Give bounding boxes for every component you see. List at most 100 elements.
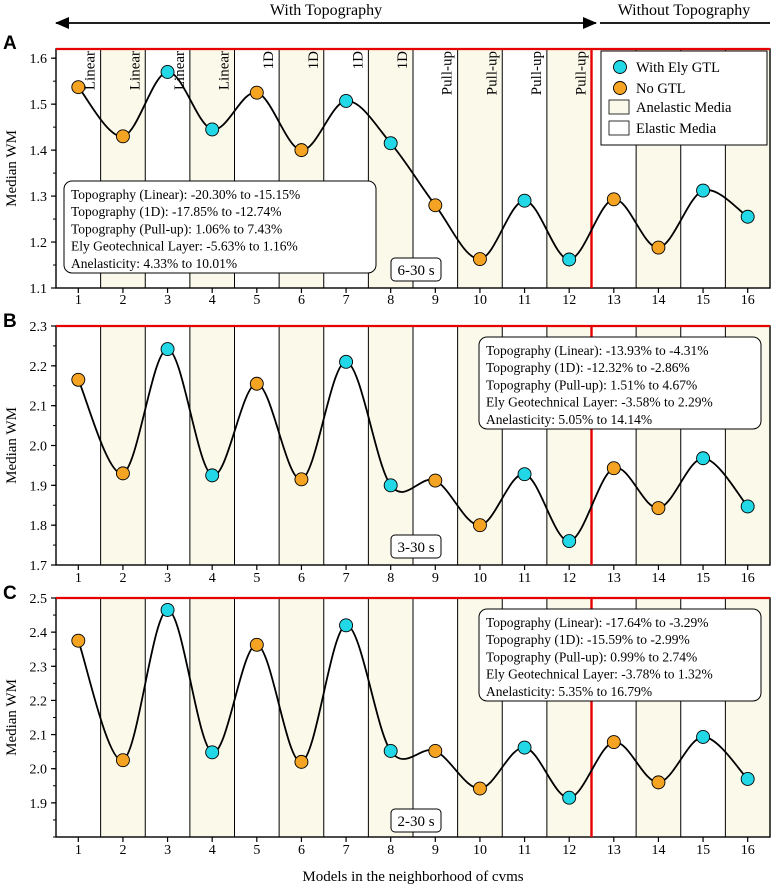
x-tick-label: 3 [164, 293, 171, 308]
header-without-topography: Without Topography [618, 2, 751, 19]
point-with-gtl [383, 478, 398, 493]
header: With Topography Without Topography [55, 2, 770, 29]
panel-letter: C [3, 583, 17, 604]
data-points [71, 603, 755, 805]
x-tick-label: 3 [164, 843, 171, 858]
point-with-gtl [696, 183, 711, 198]
legend-anelastic-label: Anelastic Media [636, 100, 732, 116]
x-tick-label: 11 [518, 571, 531, 586]
stats-line: Topography (Linear): -20.30% to -15.15% [71, 187, 300, 202]
y-axis-title: Median WM [4, 679, 20, 756]
point-with-gtl [562, 252, 577, 267]
x-tick-label: 10 [473, 843, 487, 858]
panel-letter: A [3, 33, 17, 54]
legend-elastic-label: Elastic Media [636, 121, 717, 137]
x-tick-label: 5 [253, 571, 260, 586]
y-tick-label: 2.1 [30, 400, 48, 415]
elastic-stripe [413, 326, 458, 565]
point-no-gtl [428, 198, 443, 213]
y-tick-label: 1.4 [30, 144, 48, 159]
x-tick-label: 12 [562, 843, 576, 858]
point-no-gtl [249, 85, 264, 100]
point-no-gtl [115, 753, 130, 768]
y-tick-label: 2.0 [30, 440, 48, 455]
y-tick-label: 1.7 [30, 559, 48, 574]
median-wm-curve [77, 71, 749, 261]
x-tick-label: 6 [298, 293, 305, 308]
y-tick-label: 2.0 [30, 763, 48, 778]
point-with-gtl [696, 451, 711, 466]
x-tick-label: 8 [387, 843, 394, 858]
stats-line: Topography (Pull-up): 0.99% to 2.74% [486, 649, 697, 664]
period-frame [390, 534, 442, 559]
stats-box: Topography (Linear): -20.30% to -15.15% T… [63, 180, 377, 274]
point-no-gtl [428, 744, 443, 758]
x-tick-label: 1 [75, 843, 82, 858]
x-tick-label: 6 [298, 571, 305, 586]
x-tick-label: 8 [387, 571, 394, 586]
point-with-gtl [740, 499, 755, 514]
y-tick-label: 1.5 [30, 98, 48, 113]
elastic-stripe [234, 598, 280, 837]
data-points [71, 342, 755, 549]
x-tick-label: 9 [432, 293, 439, 308]
elastic-stripe [323, 598, 369, 837]
x-tick-label: 5 [253, 293, 260, 308]
point-with-gtl [383, 136, 398, 151]
point-with-gtl [383, 744, 398, 758]
point-no-gtl [294, 472, 309, 487]
y-tick-label: 1.8 [30, 519, 48, 534]
stats-line: Topography (Linear): -17.64% to -3.29% [486, 615, 709, 630]
stats-line: Topography (Linear): -13.93% to -4.31% [486, 343, 709, 358]
y-tick-label: 1.9 [30, 479, 48, 494]
x-tick-label: 4 [209, 293, 216, 308]
panel-letter: B [3, 311, 17, 332]
elastic-stripe [56, 326, 101, 565]
point-with-gtl [339, 93, 354, 108]
period-label: 3-30 s [397, 540, 434, 556]
x-tick-label: 2 [119, 843, 126, 858]
point-with-gtl [160, 342, 175, 357]
legend-no-gtl-marker [613, 81, 627, 95]
legend: With Ely GTL No GTL Anelastic Media Elastic… [600, 50, 768, 146]
column-label: Pull-up [529, 51, 545, 95]
point-with-gtl [740, 772, 755, 786]
elastic-stripe [413, 598, 458, 837]
x-tick-label: 9 [432, 571, 439, 586]
column-labels: Linear Linear Linear Linear 1D 1D 1D 1D Pull-up P… [83, 51, 590, 95]
point-with-gtl [339, 354, 354, 369]
point-with-gtl [517, 467, 532, 482]
stats-box-frame [478, 608, 762, 702]
x-tick-label: 15 [696, 843, 710, 858]
y-tick-label: 2.2 [30, 694, 48, 709]
y-axis: 1.9 2.0 2.1 2.2 2.3 2.4 2.5 Median WM [4, 592, 56, 838]
x-tick-label: 7 [343, 571, 350, 586]
column-label: 1D [350, 51, 366, 70]
x-tick-label: 13 [607, 293, 621, 308]
point-with-gtl [740, 209, 755, 224]
legend-anelastic-swatch [608, 99, 630, 115]
legend-with-gtl-marker [613, 60, 627, 74]
elastic-stripe [145, 598, 190, 837]
column-label: 1D [261, 51, 277, 70]
stats-box: Topography (Linear): -13.93% to -4.31% To… [478, 336, 762, 430]
x-axis: 1 2 3 4 5 6 7 8 9 10 11 12 13 14 15 16 [75, 288, 755, 308]
point-with-gtl [160, 65, 175, 79]
y-tick-label: 1.2 [30, 236, 48, 251]
x-tick-label: 7 [343, 843, 350, 858]
y-axis: 1.7 1.8 1.9 2.0 2.1 2.2 2.3 Median WM [4, 320, 56, 574]
anelastic-stripe [368, 326, 413, 565]
elastic-stripe [145, 326, 190, 565]
x-tick-label: 15 [696, 571, 710, 586]
x-tick-label: 7 [343, 293, 350, 308]
x-tick-label: 16 [741, 571, 755, 586]
anelastic-stripe [100, 326, 146, 565]
stats-line: Ely Geotechnical Layer: -5.63% to 1.16% [71, 239, 298, 254]
y-tick-label: 2.2 [30, 360, 48, 375]
period-box: 6-30 s [390, 257, 442, 282]
anelastic-stripe [279, 598, 324, 837]
stats-line: Ely Geotechnical Layer: -3.58% to 2.29% [486, 395, 713, 410]
x-tick-label: 12 [562, 571, 576, 586]
legend-with-gtl-label: With Ely GTL [636, 60, 720, 76]
